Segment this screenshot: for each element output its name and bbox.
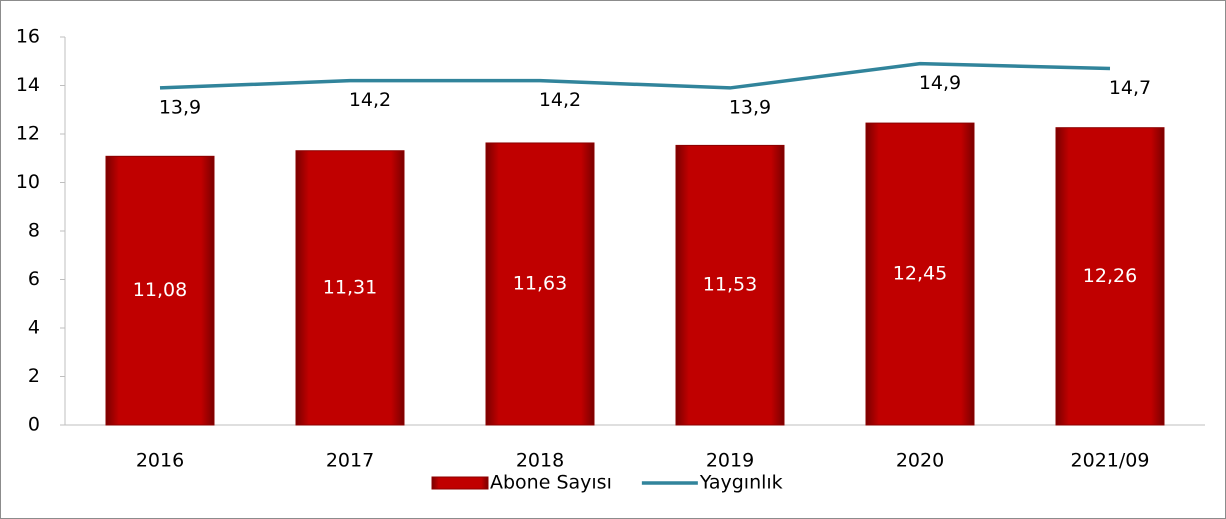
- bar: [485, 142, 595, 426]
- bar: [865, 122, 975, 426]
- bar: [1055, 127, 1165, 426]
- y-tick-label: 2: [28, 365, 40, 387]
- line: [159, 61, 1111, 90]
- bar-value-label: 12,45: [893, 263, 947, 285]
- y-tick-label: 14: [16, 74, 40, 96]
- x-tick-label: 2019: [706, 450, 754, 472]
- bar: [295, 150, 405, 426]
- legend-swatch: [431, 476, 489, 490]
- x-tick-label: 2021/09: [1071, 450, 1150, 472]
- x-tick-label: 2016: [136, 450, 184, 472]
- legend-label: Abone Sayısı: [490, 472, 612, 494]
- line-value-label: 13,9: [159, 96, 201, 118]
- x-tick-label: 2017: [326, 450, 374, 472]
- y-tick-label: 4: [28, 317, 40, 339]
- bar: [105, 155, 215, 426]
- y-tick-label: 8: [28, 220, 40, 242]
- bar-value-label: 11,53: [703, 274, 757, 296]
- legend-label: Yaygınlık: [699, 472, 783, 494]
- line-value-label: 14,7: [1109, 77, 1151, 99]
- y-tick-label: 12: [16, 123, 40, 145]
- line-value-label: 13,9: [729, 96, 771, 118]
- line-value-label: 14,9: [919, 72, 961, 94]
- line-value-label: 14,2: [349, 89, 391, 111]
- x-tick-label: 2018: [516, 450, 564, 472]
- bar-value-label: 11,63: [513, 272, 567, 294]
- y-tick-label: 16: [16, 26, 40, 48]
- bar-value-label: 11,08: [133, 279, 187, 301]
- bar: [675, 144, 785, 426]
- y-tick-label: 10: [16, 171, 40, 193]
- y-tick-label: 6: [28, 268, 40, 290]
- y-tick-label: 0: [28, 414, 40, 436]
- bar-value-label: 12,26: [1083, 265, 1137, 287]
- line-value-label: 14,2: [539, 89, 581, 111]
- bar-value-label: 11,31: [323, 276, 377, 298]
- x-tick-label: 2020: [896, 450, 944, 472]
